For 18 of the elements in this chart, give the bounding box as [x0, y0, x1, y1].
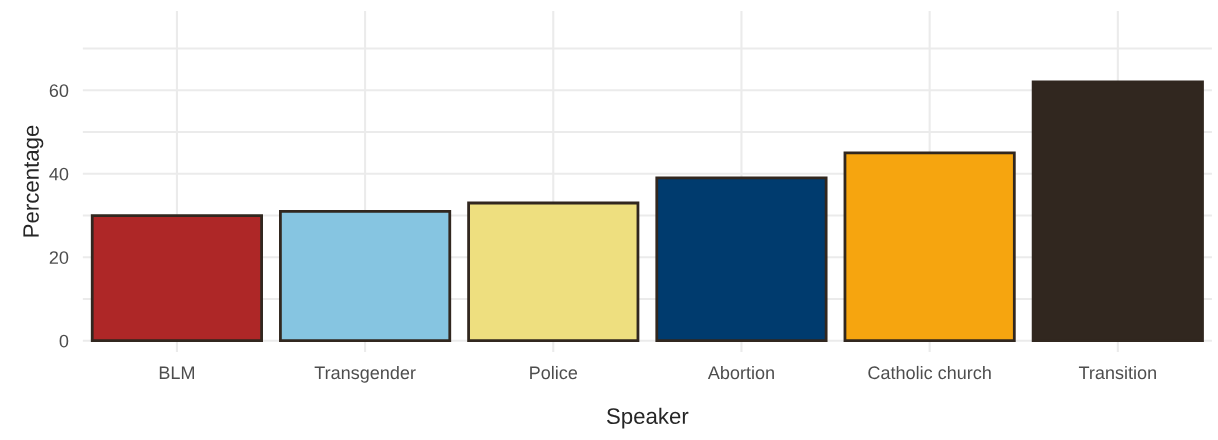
bar [467, 201, 640, 343]
x-tick-label: Transgender [314, 365, 416, 383]
x-tick-label: Transition [1078, 365, 1156, 380]
y-tick-label: 60 [49, 84, 69, 98]
x-tick-label: Catholic church [868, 365, 991, 380]
y-tick-label: 0 [59, 334, 69, 348]
bar [843, 151, 1016, 343]
y-axis-title: Percentage [23, 125, 44, 237]
bar [1031, 80, 1204, 343]
y-tick-label: 40 [49, 167, 69, 181]
x-tick-label: Police [530, 365, 578, 380]
y-tick-label: 20 [49, 251, 69, 264]
bar [90, 214, 263, 343]
x-axis-title: Speaker [607, 407, 689, 429]
bar [279, 209, 452, 343]
x-tick-label: Abortion [707, 365, 774, 380]
bar [655, 176, 828, 343]
x-tick-label: BLM [159, 366, 194, 379]
